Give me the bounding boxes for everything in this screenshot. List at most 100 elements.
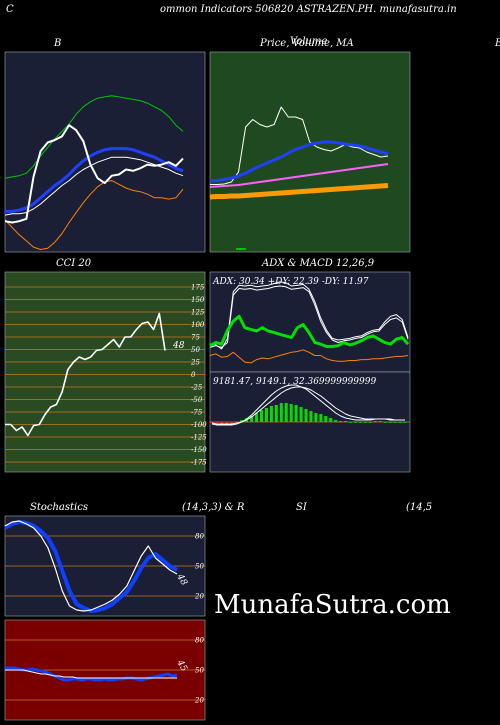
macd-histogram-bar — [299, 407, 303, 422]
cci-chart: 175 150 125 100 75 50 25 0 -25 -50 -75 -100 -125 -150… — [4, 271, 207, 473]
bollinger-series-4 — [4, 124, 184, 224]
macd-histogram-bar — [279, 403, 283, 422]
macd-histogram-bar — [309, 411, 313, 422]
adx-macd-title: ADX & MACD 12,26,9 — [262, 258, 375, 269]
cci-tick-label: 50 — [191, 346, 200, 354]
page-title: ommon Indicators 506820 ASTRAZEN.PH. mun… — [160, 4, 457, 15]
macd-histogram-bar — [388, 422, 392, 423]
macd-histogram-bar — [314, 413, 318, 422]
price-series-3 — [209, 183, 389, 200]
cci-tick-label: -75 — [191, 409, 203, 417]
macd-histogram-bar — [324, 416, 328, 422]
adx-readout: ADX: 30.34 +DY: 22.39 -DY: 11.97 — [212, 277, 369, 287]
adx-chart: ADX: 30.34 +DY: 22.39 -DY: 11.97 — [209, 271, 411, 373]
stochastics-series-0 — [4, 520, 178, 613]
macd-histogram-bar — [398, 422, 402, 423]
price-series-0 — [210, 106, 389, 185]
macd-histogram-bar — [344, 421, 348, 422]
cci-tick-label: -25 — [191, 384, 203, 392]
cci-tick-label: 75 — [191, 334, 200, 342]
macd-histogram-bar — [383, 422, 387, 423]
stochastics-tick-label: 50 — [195, 563, 204, 571]
bollinger-series-0 — [4, 95, 184, 179]
bollinger-title: B — [54, 38, 62, 49]
macd-chart: 9181.47, 9149.1, 32.369999999999 — [209, 371, 411, 473]
stochastics-series-1 — [4, 520, 178, 612]
cci-tick-label: 150 — [191, 296, 205, 304]
price-overlay-title: Volume — [290, 36, 328, 47]
macd-histogram-bar — [378, 421, 382, 422]
macd-histogram-bar — [358, 422, 362, 423]
macd-histogram-bar — [259, 410, 263, 422]
price-series-2 — [209, 163, 389, 188]
macd-histogram-bar — [284, 403, 288, 422]
macd-histogram-bar — [220, 422, 224, 424]
rsi-tick-label: 50 — [195, 667, 204, 675]
macd-histogram-bar — [230, 422, 234, 424]
header-left-letter: C — [6, 4, 14, 15]
bollinger-series-1 — [5, 147, 184, 213]
cci-tick-label: 25 — [190, 359, 200, 367]
cci-tick-label: -175 — [191, 459, 207, 467]
macd-histogram-bar — [255, 413, 259, 422]
bollinger-chart — [4, 51, 206, 253]
macd-histogram-bar — [349, 422, 353, 423]
rsi-title: SI — [296, 502, 307, 513]
stochastics-title: Stochastics — [30, 502, 88, 513]
macd-histogram-bar — [274, 405, 278, 422]
price-title: Price, Volume, MA — [260, 38, 354, 49]
macd-histogram-bar — [334, 420, 338, 422]
rsi-tick-label: 80 — [195, 637, 204, 645]
macd-histogram-bar — [289, 404, 293, 422]
cci-title: CCI 20 — [56, 258, 92, 269]
cci-tick-label: 100 — [191, 321, 205, 329]
macd-histogram-bar — [240, 420, 244, 422]
watermark: MunafaSutra.com — [214, 590, 451, 620]
macd-histogram-bar — [264, 408, 268, 422]
cci-tick-label: -125 — [191, 434, 207, 442]
stochastics-params: (14,3,3) & R — [182, 502, 245, 513]
macd-histogram-bar — [339, 421, 343, 422]
cci-tick-label: 125 — [191, 309, 205, 317]
adx-series-0 — [209, 281, 409, 350]
macd-histogram-bar — [368, 422, 372, 423]
stochastics-tick-label: 80 — [195, 533, 204, 541]
cci-tick-label: -150 — [191, 446, 207, 454]
cci-tick-label: 0 — [191, 371, 196, 379]
macd-histogram-bar — [319, 414, 323, 422]
bollinger-series-2 — [4, 156, 184, 216]
adx-series-3 — [209, 349, 409, 364]
macd-histogram-bar — [329, 418, 333, 422]
macd-series-1 — [211, 386, 405, 425]
macd-histogram-bar — [250, 416, 254, 422]
macd-readout: 9181.47, 9149.1, 32.369999999999 — [213, 377, 376, 387]
rsi-series-1 — [5, 669, 177, 679]
macd-histogram-bar — [304, 409, 308, 422]
adx-series-1 — [209, 285, 409, 348]
cci-series-0 — [5, 312, 166, 437]
header-right-letter: B — [495, 38, 500, 49]
cci-value-label: 48 — [172, 341, 185, 351]
macd-histogram-bar — [373, 421, 377, 422]
price-series-1 — [209, 140, 389, 183]
macd-histogram-bar — [393, 422, 397, 423]
macd-histogram-bar — [294, 405, 298, 422]
cci-tick-label: 175 — [191, 284, 205, 292]
rsi-tick-label: 20 — [194, 697, 204, 705]
adx-series-2 — [209, 314, 410, 348]
macd-histogram-bar — [363, 422, 367, 423]
macd-histogram-bar — [215, 422, 219, 423]
rsi-params: (14,5 — [406, 502, 433, 513]
cci-tick-label: -100 — [191, 421, 207, 429]
macd-histogram-bar — [225, 422, 229, 424]
cci-tick-label: -50 — [191, 396, 203, 404]
macd-histogram-bar — [269, 406, 273, 422]
stochastics-tick-label: 20 — [194, 593, 204, 601]
macd-histogram-bar — [354, 422, 358, 423]
price-chart — [209, 51, 411, 253]
macd-histogram-bar — [210, 422, 214, 423]
macd-histogram-bar — [403, 422, 407, 423]
bollinger-series-3 — [4, 180, 184, 250]
